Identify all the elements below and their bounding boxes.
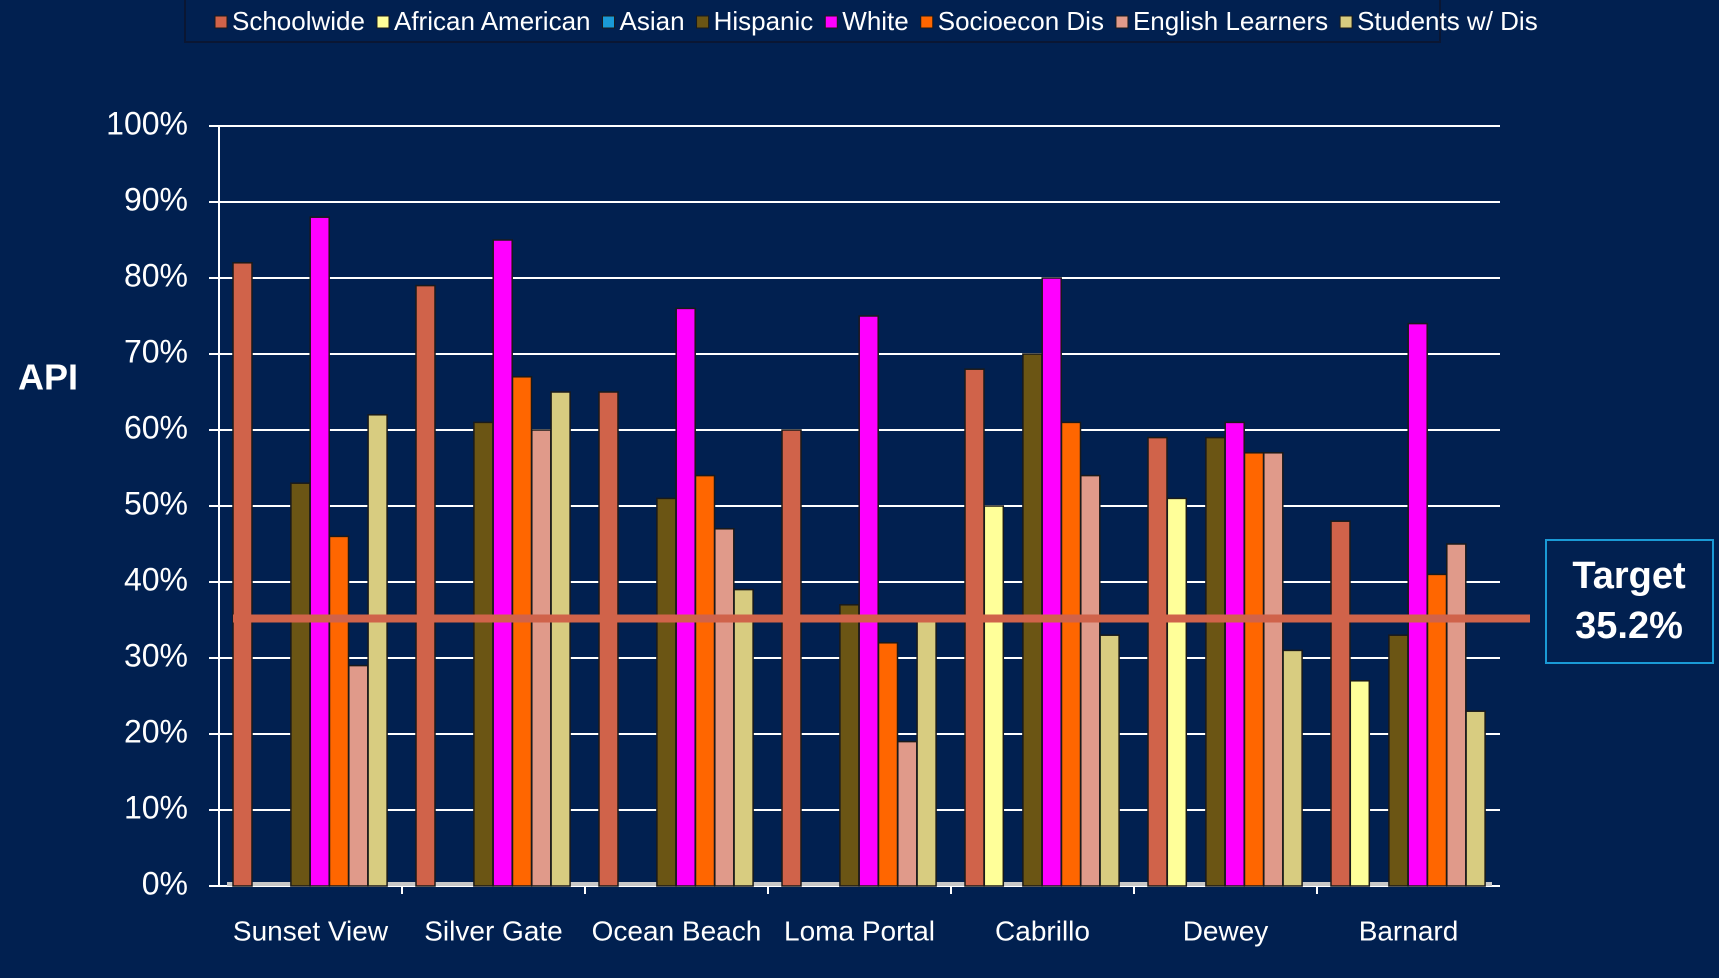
bar: [714, 528, 735, 887]
bar: [1465, 710, 1486, 887]
y-tick-label: 20%: [124, 713, 188, 749]
legend-swatch: [1339, 15, 1353, 29]
bar: [1166, 497, 1188, 887]
legend-swatch: [696, 15, 710, 29]
y-tick-label: 70%: [124, 333, 188, 369]
bar: [916, 619, 937, 887]
y-tick-label: 40%: [124, 561, 188, 597]
bar: [598, 391, 619, 887]
bar: [1243, 452, 1265, 887]
bar: [839, 604, 860, 887]
bar: [1060, 421, 1082, 887]
legend-swatch: [824, 15, 838, 29]
y-axis-label: API: [18, 357, 78, 398]
legend-label: English Learners: [1133, 6, 1328, 36]
bar: [309, 216, 330, 887]
y-tick-label: 10%: [124, 789, 188, 825]
bar: [1099, 634, 1120, 887]
bar: [897, 740, 918, 887]
y-tick-label: 100%: [106, 105, 188, 141]
y-tick-label: 80%: [124, 257, 188, 293]
bar: [1263, 452, 1284, 887]
bar: [328, 535, 350, 887]
y-tick-label: 30%: [124, 637, 188, 673]
bar: [473, 421, 494, 887]
bar: [1080, 474, 1101, 887]
y-tick-label: 90%: [124, 181, 188, 217]
legend-label: Socioecon Dis: [938, 6, 1104, 36]
bar: [1224, 421, 1245, 887]
x-tick-label: Silver Gate: [424, 915, 563, 946]
x-tick-label: Cabrillo: [995, 915, 1090, 946]
bar: [781, 429, 802, 887]
legend-box: [184, 0, 1441, 43]
bar: [1330, 520, 1351, 887]
legend-label: Students w/ Dis: [1357, 6, 1538, 36]
bar: [1388, 634, 1409, 887]
bar: [232, 262, 253, 887]
bar: [511, 376, 533, 887]
x-tick-label: Loma Portal: [784, 915, 935, 946]
bar: [348, 664, 369, 887]
x-tick-label: Dewey: [1183, 915, 1269, 946]
bar: [1349, 680, 1371, 887]
legend-swatch: [920, 15, 934, 29]
x-tick-label: Barnard: [1359, 915, 1459, 946]
bar: [1407, 322, 1428, 887]
bar: [1041, 277, 1062, 887]
legend-label: Schoolwide: [232, 6, 365, 36]
bar: [733, 588, 754, 887]
bar: [415, 284, 436, 887]
bar: [1446, 543, 1467, 887]
bar: [290, 482, 311, 887]
legend-swatch: [376, 15, 390, 29]
legend-label: Asian: [620, 6, 685, 36]
bar: [1205, 436, 1226, 887]
target-label: Target: [1572, 555, 1686, 597]
bar: [983, 505, 1005, 887]
legend-label: Hispanic: [714, 6, 814, 36]
bar: [531, 429, 552, 887]
y-tick-label: 60%: [124, 409, 188, 445]
bar: [858, 315, 879, 887]
x-tick-label: Sunset View: [233, 915, 389, 946]
bar: [656, 497, 677, 887]
x-tick-label: Ocean Beach: [592, 915, 762, 946]
legend-label: African American: [394, 6, 591, 36]
bar: [877, 642, 899, 887]
target-box: [1545, 539, 1714, 664]
legend-label: White: [842, 6, 908, 36]
bar: [675, 307, 696, 887]
bar: [694, 474, 716, 887]
legend-swatch: [214, 15, 228, 29]
bar: [367, 414, 388, 887]
bar: [550, 391, 571, 887]
y-tick-label: 50%: [124, 485, 188, 521]
legend-swatch: [1115, 15, 1129, 29]
target-value: 35.2%: [1575, 605, 1683, 647]
bar: [964, 368, 985, 887]
bar: [1282, 649, 1303, 887]
y-tick-label: 0%: [142, 865, 188, 901]
bar: [492, 239, 513, 887]
legend-swatch: [602, 15, 616, 29]
bar: [1147, 436, 1168, 887]
